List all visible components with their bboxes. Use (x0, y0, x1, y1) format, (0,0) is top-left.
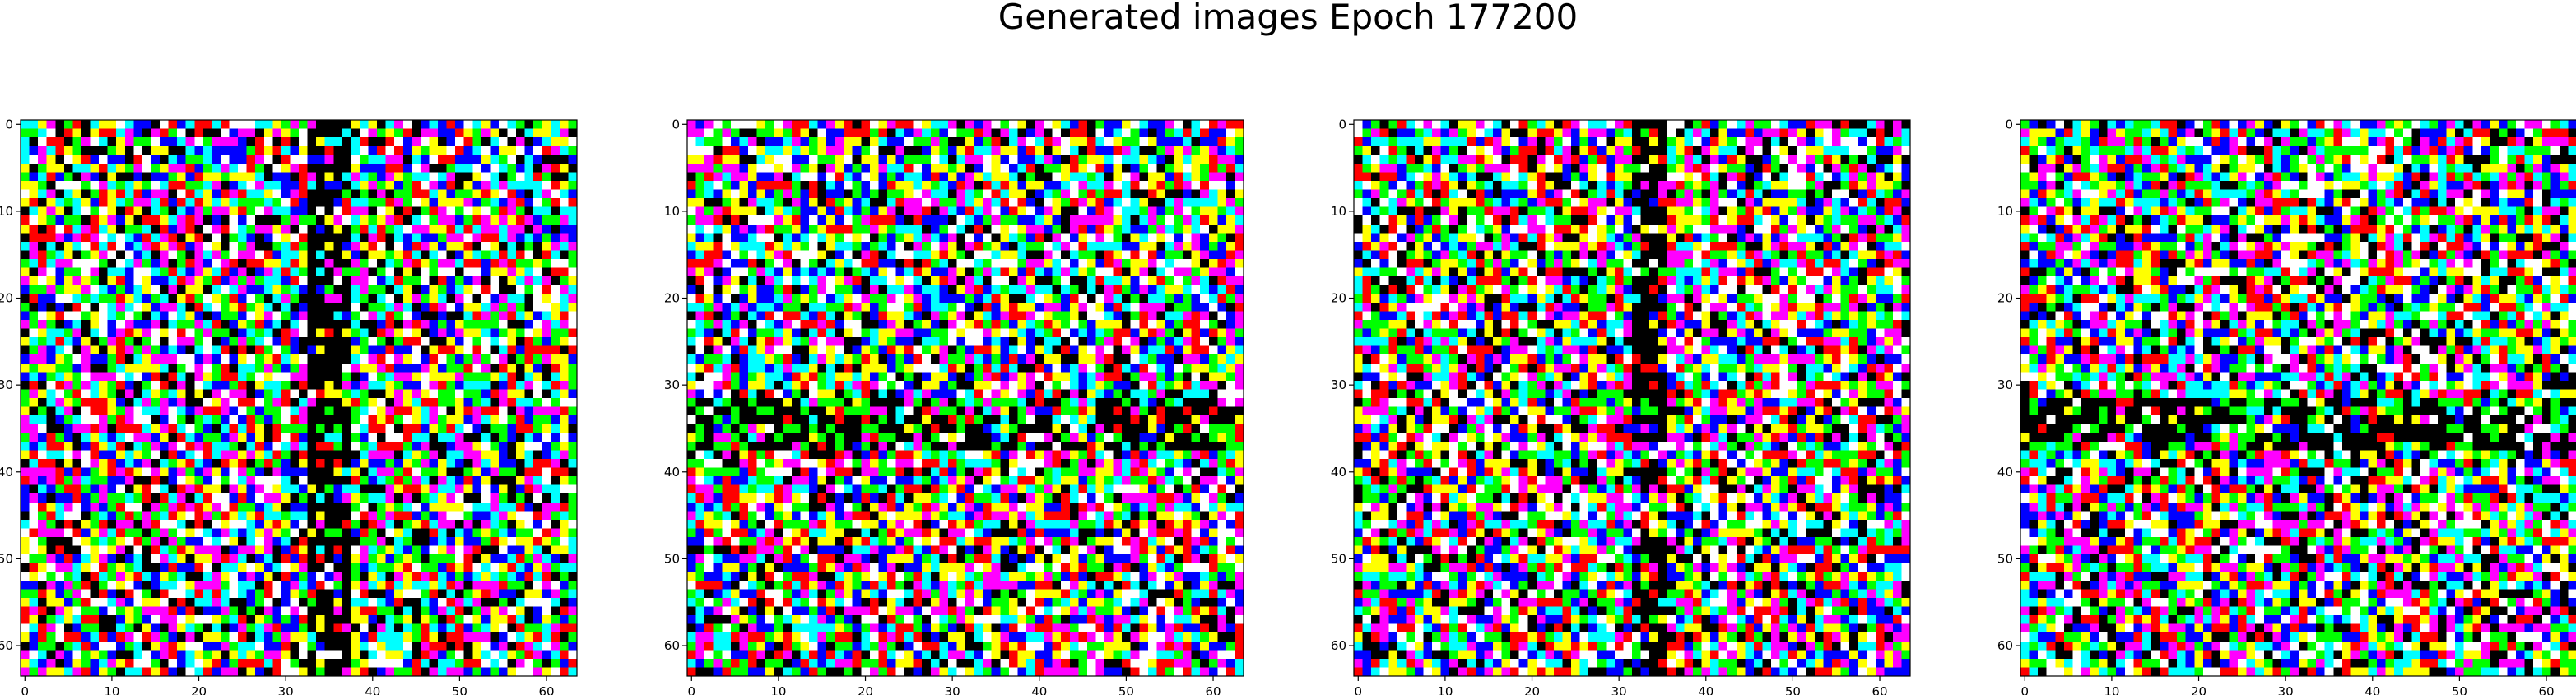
x-tick-label: 50 (452, 684, 467, 695)
x-tick-label: 20 (2191, 684, 2206, 695)
y-tick-label: 30 (1997, 378, 2013, 392)
y-tick-label: 20 (1331, 291, 1346, 306)
image-pixels (21, 120, 578, 677)
y-tick-label: 10 (1997, 204, 2013, 219)
image-pixels (1354, 120, 1911, 677)
figure-title: Generated images Epoch 177200 (997, 0, 1579, 37)
image-pixels (687, 120, 1244, 677)
x-tick-label: 10 (1437, 684, 1453, 695)
x-tick-label: 30 (1611, 684, 1627, 695)
x-tick-label: 40 (1031, 684, 1047, 695)
y-tick-label: 60 (1331, 638, 1346, 653)
y-tick-label: 10 (664, 204, 680, 219)
y-tick-label: 20 (664, 291, 680, 306)
axes-frame (20, 119, 578, 677)
image-pixels (2020, 120, 2576, 677)
x-tick-label: 20 (191, 684, 207, 695)
x-tick-label: 20 (1524, 684, 1540, 695)
x-tick-label: 30 (278, 684, 294, 695)
chart-panel-2: 0 10 20 30 40 50 60 0 10 20 30 40 50 60 (664, 117, 1244, 695)
y-tick-label: 50 (1997, 551, 2013, 566)
y-tick-label: 60 (0, 638, 13, 653)
y-tick-label: 0 (1338, 117, 1346, 132)
x-tick-label: 10 (770, 684, 786, 695)
y-tick-label: 0 (5, 117, 13, 132)
y-tick-label: 20 (1997, 291, 2013, 306)
x-tick-label: 60 (2538, 684, 2554, 695)
y-tick-label: 20 (0, 291, 13, 306)
x-tick-label: 0 (688, 684, 696, 695)
y-tick-label: 60 (1997, 638, 2013, 653)
x-tick-label: 0 (2021, 684, 2030, 695)
y-tick-label: 50 (1331, 551, 1346, 566)
y-tick-label: 40 (0, 465, 13, 480)
y-tick-label: 0 (2005, 117, 2013, 132)
axes-frame (686, 119, 1244, 677)
y-tick-label: 40 (664, 465, 680, 480)
y-tick-label: 40 (1997, 465, 2013, 480)
x-tick-label: 50 (1785, 684, 1801, 695)
x-tick-label: 40 (1698, 684, 1713, 695)
x-tick-label: 40 (365, 684, 380, 695)
x-tick-label: 60 (1205, 684, 1221, 695)
y-tick-label: 10 (0, 204, 13, 219)
y-tick-label: 30 (1331, 378, 1346, 392)
x-tick-label: 60 (1872, 684, 1887, 695)
chart-panel-4: 0 10 20 30 40 50 60 0 10 20 30 40 50 60 (1997, 117, 2576, 695)
y-tick-label: 10 (1331, 204, 1346, 219)
x-tick-label: 50 (1118, 684, 1134, 695)
x-tick-label: 0 (21, 684, 30, 695)
x-tick-label: 50 (2452, 684, 2467, 695)
y-tick-label: 40 (1331, 465, 1346, 480)
y-tick-label: 0 (672, 117, 680, 132)
axes-frame (1353, 119, 1911, 677)
chart-panel-1: 0 10 20 30 40 50 60 0 10 20 30 40 50 60 (0, 117, 578, 695)
y-tick-label: 50 (664, 551, 680, 566)
x-tick-label: 0 (1355, 684, 1363, 695)
x-tick-label: 10 (104, 684, 119, 695)
y-tick-label: 50 (0, 551, 13, 566)
y-tick-label: 60 (664, 638, 680, 653)
x-tick-label: 30 (945, 684, 960, 695)
x-tick-label: 30 (2278, 684, 2294, 695)
x-tick-label: 40 (2364, 684, 2380, 695)
y-tick-label: 30 (0, 378, 13, 392)
chart-panel-3: 0 10 20 30 40 50 60 0 10 20 30 40 50 60 (1331, 117, 1911, 695)
x-tick-label: 60 (538, 684, 554, 695)
x-tick-label: 20 (858, 684, 873, 695)
x-tick-label: 10 (2104, 684, 2119, 695)
y-tick-label: 30 (664, 378, 680, 392)
axes-frame (2020, 119, 2576, 677)
